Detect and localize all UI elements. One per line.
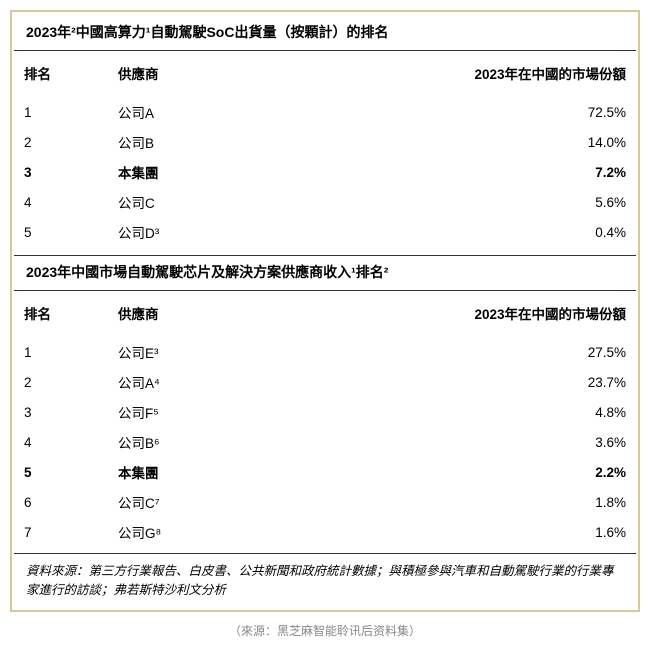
image-caption: （來源：黑芝麻智能聆讯后资料集） [10, 622, 640, 639]
table1-cell-rank: 5 [12, 217, 106, 247]
table2-col-share: 2023年在中國的市場份額 [414, 291, 638, 337]
table-row: 3本集團7.2% [12, 157, 638, 187]
table1-cell-vendor: 公司D³ [106, 217, 414, 247]
table1-col-share: 2023年在中國的市場份額 [414, 51, 638, 97]
table2: 排名 供應商 2023年在中國的市場份額 1公司E³27.5%2公司A⁴23.7… [12, 291, 638, 547]
table1-cell-share: 14.0% [414, 127, 638, 157]
table1-cell-rank: 2 [12, 127, 106, 157]
table1-col-rank: 排名 [12, 51, 106, 97]
table-row: 1公司A72.5% [12, 97, 638, 127]
table-row: 3公司F⁵4.8% [12, 397, 638, 427]
table2-cell-rank: 6 [12, 487, 106, 517]
table2-cell-rank: 5 [12, 457, 106, 487]
table-row: 2公司A⁴23.7% [12, 367, 638, 397]
table-row: 5本集團2.2% [12, 457, 638, 487]
table2-cell-share: 1.8% [414, 487, 638, 517]
table2-cell-rank: 7 [12, 517, 106, 547]
table2-cell-rank: 2 [12, 367, 106, 397]
table1-cell-share: 0.4% [414, 217, 638, 247]
footnote: 資料來源：第三方行業報告、白皮書、公共新聞和政府統計數據；與積極參與汽車和自動駕… [14, 553, 636, 610]
table-row: 4公司C5.6% [12, 187, 638, 217]
table1-cell-vendor: 公司C [106, 187, 414, 217]
table2-cell-share: 1.6% [414, 517, 638, 547]
table1: 排名 供應商 2023年在中國的市場份額 1公司A72.5%2公司B14.0%3… [12, 51, 638, 247]
table2-cell-vendor: 本集團 [106, 457, 414, 487]
table2-cell-rank: 3 [12, 397, 106, 427]
table2-cell-vendor: 公司G⁸ [106, 517, 414, 547]
document-frame: 2023年²中國高算力¹自動駕駛SoC出貨量（按顆計）的排名 排名 供應商 20… [10, 10, 640, 612]
table2-cell-share: 4.8% [414, 397, 638, 427]
table-row: 2公司B14.0% [12, 127, 638, 157]
table1-cell-share: 72.5% [414, 97, 638, 127]
table-row: 4公司B⁶3.6% [12, 427, 638, 457]
table2-cell-vendor: 公司B⁶ [106, 427, 414, 457]
table2-col-rank: 排名 [12, 291, 106, 337]
table2-cell-rank: 4 [12, 427, 106, 457]
table2-cell-share: 3.6% [414, 427, 638, 457]
table2-cell-share: 23.7% [414, 367, 638, 397]
table-row: 7公司G⁸1.6% [12, 517, 638, 547]
table2-cell-share: 27.5% [414, 337, 638, 367]
table1-header-row: 排名 供應商 2023年在中國的市場份額 [12, 51, 638, 97]
table1-cell-rank: 3 [12, 157, 106, 187]
table-row: 6公司C⁷1.8% [12, 487, 638, 517]
table2-cell-vendor: 公司F⁵ [106, 397, 414, 427]
table2-col-vendor: 供應商 [106, 291, 414, 337]
table-row: 1公司E³27.5% [12, 337, 638, 367]
table2-cell-vendor: 公司C⁷ [106, 487, 414, 517]
table1-cell-vendor: 本集團 [106, 157, 414, 187]
table1-cell-share: 7.2% [414, 157, 638, 187]
table2-cell-share: 2.2% [414, 457, 638, 487]
table1-cell-rank: 4 [12, 187, 106, 217]
table1-title: 2023年²中國高算力¹自動駕駛SoC出貨量（按顆計）的排名 [14, 16, 636, 51]
table2-title: 2023年中國市場自動駕駛芯片及解決方案供應商收入¹排名² [14, 256, 636, 291]
table-row: 5公司D³0.4% [12, 217, 638, 247]
table1-cell-share: 5.6% [414, 187, 638, 217]
table2-cell-vendor: 公司E³ [106, 337, 414, 367]
table2-header-row: 排名 供應商 2023年在中國的市場份額 [12, 291, 638, 337]
table1-cell-vendor: 公司B [106, 127, 414, 157]
table2-cell-rank: 1 [12, 337, 106, 367]
table1-col-vendor: 供應商 [106, 51, 414, 97]
table1-cell-rank: 1 [12, 97, 106, 127]
table2-cell-vendor: 公司A⁴ [106, 367, 414, 397]
table1-cell-vendor: 公司A [106, 97, 414, 127]
